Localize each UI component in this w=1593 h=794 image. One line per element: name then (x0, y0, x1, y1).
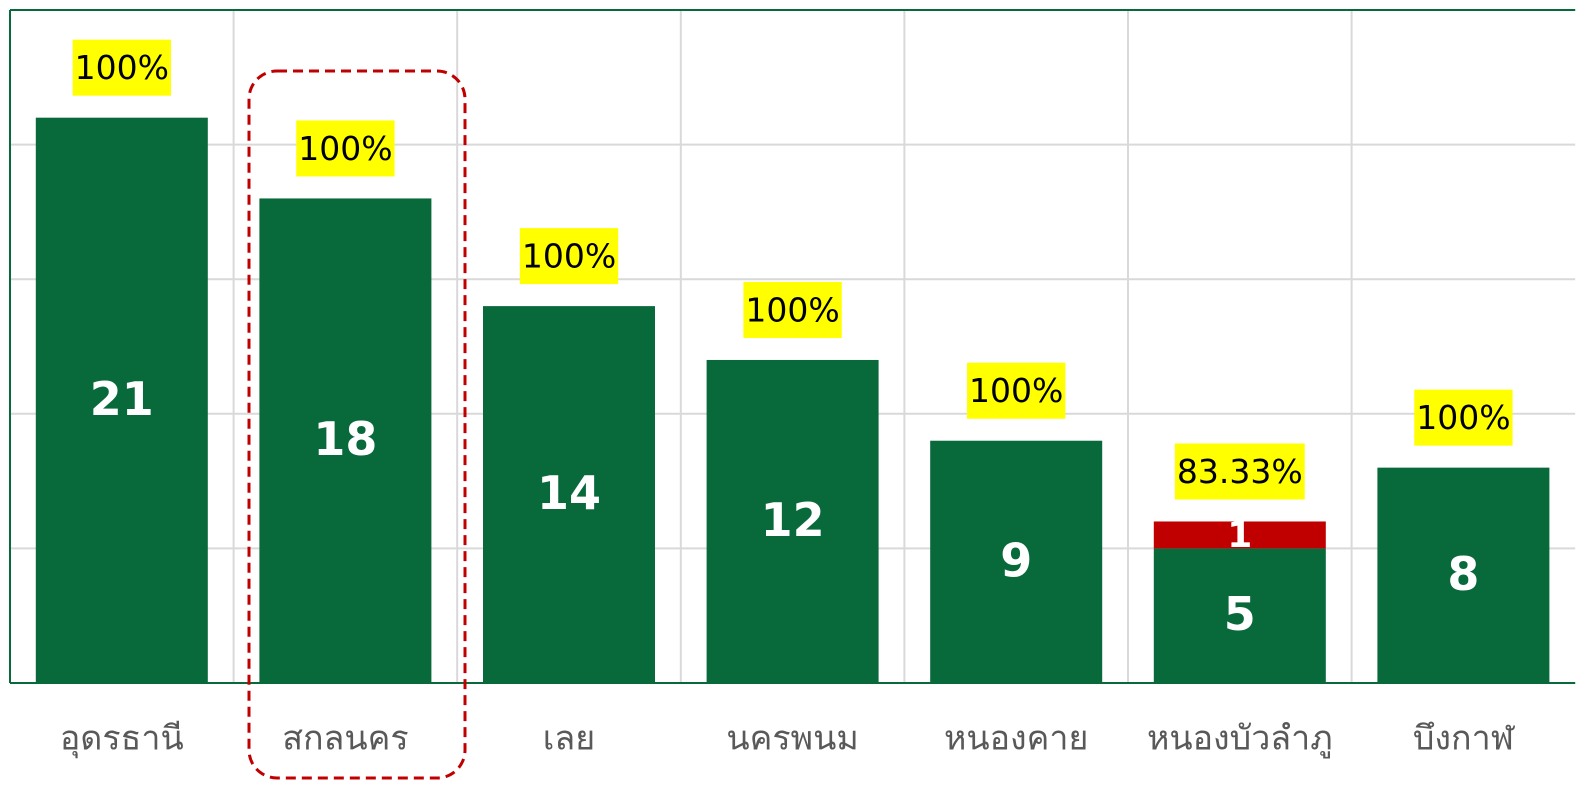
annotation: 100% (745, 290, 839, 329)
annotation: 100% (969, 371, 1063, 410)
bar-value-label: 18 (313, 412, 377, 466)
bar-value-label: 5 (1224, 587, 1256, 641)
bar-segment (1377, 467, 1550, 683)
annotation-background (519, 228, 619, 285)
annotation-background (72, 39, 171, 96)
x-tick-label: นครพนม (726, 719, 858, 759)
bar-value-label: 12 (761, 493, 825, 547)
bar-value-label: 9 (1000, 533, 1032, 587)
highlight-box (247, 69, 467, 780)
bar-segment (35, 117, 208, 684)
x-tick-label: บึงกาฬ (1413, 719, 1516, 759)
bar-segment (483, 306, 655, 683)
annotation-background (967, 362, 1066, 419)
bar-value-label: 1 (1227, 515, 1252, 556)
annotation: 100% (75, 48, 169, 87)
annotation-background (1174, 443, 1305, 500)
annotation-background (296, 120, 395, 177)
annotation: 83.33% (1177, 452, 1303, 491)
bar-value-label: 14 (537, 466, 601, 520)
bar-segment (706, 359, 879, 683)
x-tick-label: หนองบัวลำภู (1147, 719, 1333, 759)
x-tick-label: อุดรธานี (60, 719, 184, 759)
annotation: 100% (522, 237, 616, 276)
bar-value-label: 8 (1447, 547, 1479, 601)
bar-value-label: 21 (90, 372, 154, 426)
annotation: 100% (1416, 398, 1510, 437)
bar-segment (930, 440, 1103, 683)
bar-segment (1153, 521, 1326, 549)
annotation-background (1414, 389, 1513, 446)
annotation: 100% (298, 129, 392, 168)
x-tick-label: หนองคาย (944, 719, 1088, 759)
annotation-background (743, 281, 842, 338)
bar-segment (259, 198, 432, 683)
x-tick-label: สกลนคร (282, 719, 408, 759)
x-tick-label: เลย (543, 719, 595, 759)
bar-segment (1153, 548, 1326, 683)
